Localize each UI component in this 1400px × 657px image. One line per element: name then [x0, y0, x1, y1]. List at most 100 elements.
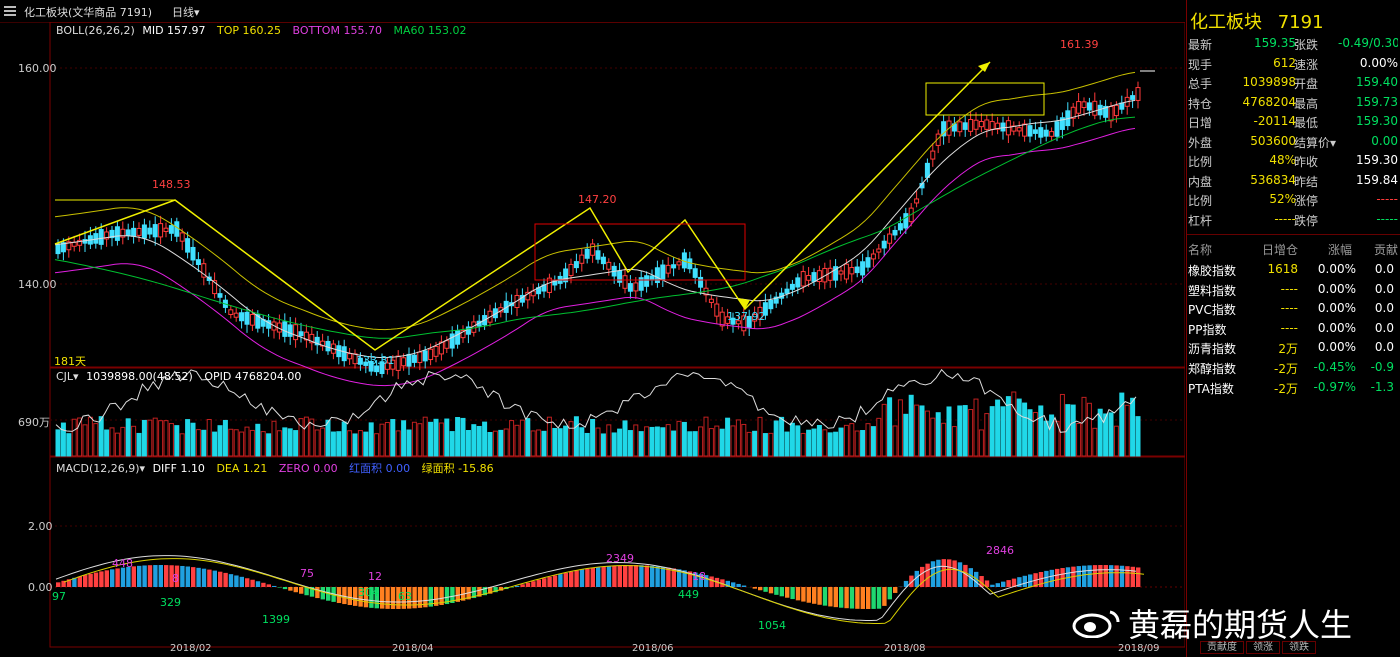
quote-value: 612 — [1273, 55, 1296, 70]
quote-label: 内盘 — [1188, 174, 1213, 189]
quote-value: 48% — [1269, 153, 1296, 167]
item-change: -0.97% — [1313, 379, 1356, 394]
macd-green-area: 绿面积 -15.86 — [421, 462, 494, 475]
period-selector[interactable]: 日线▾ — [172, 6, 200, 19]
macd-num: 18 — [692, 570, 706, 583]
quote-label: 涨停 — [1294, 194, 1319, 208]
macd-num: 75 — [300, 567, 314, 580]
macd-num: 1054 — [758, 619, 786, 632]
quote-panel — [1186, 0, 1400, 657]
tab-gainers[interactable]: 领涨 — [1246, 641, 1280, 654]
boll-mid: MID 157.97 — [142, 24, 206, 37]
item-contribution: 0.0 — [1374, 262, 1394, 276]
days-label: 181天 — [54, 355, 86, 368]
list-item[interactable]: 橡胶指数 1618 0.00% 0.0 — [1188, 262, 1400, 281]
boll-bottom: BOTTOM 155.70 — [292, 24, 382, 37]
low-label-1: 133.81 — [356, 354, 395, 367]
list-item[interactable]: 沥青指数 2万 0.00% 0.0 — [1188, 340, 1400, 359]
quote-label: 速涨 — [1294, 57, 1319, 72]
list-item[interactable]: PP指数 ---- 0.00% 0.0 — [1188, 321, 1400, 340]
volume-bars — [55, 391, 1141, 457]
item-change: 0.00% — [1317, 301, 1356, 316]
macd-tick-2: 2.00 — [28, 520, 53, 533]
macd-diff: DIFF 1.10 — [152, 462, 205, 475]
macd-num: 1399 — [262, 613, 290, 626]
quote-row: 日增 -20114 最低 159.30 — [1188, 114, 1400, 133]
boll-label[interactable]: BOLL(26,26,2) — [56, 24, 135, 37]
volume-indicator-label[interactable]: CJL▾ — [56, 370, 79, 383]
macd-num: 8 — [172, 572, 179, 585]
ma60-value: MA60 153.02 — [393, 24, 467, 37]
item-name: 塑料指数 — [1188, 283, 1237, 298]
item-change: -0.45% — [1313, 360, 1356, 374]
price-tick-140: 140.00 — [18, 278, 57, 291]
trend-arrow-up — [978, 62, 990, 72]
list-header: 名称 日增仓 涨幅 贡献 — [1188, 241, 1400, 260]
macd-red-area: 红面积 0.00 — [349, 462, 411, 475]
volume-value: 1039898.00(48:52) — [86, 370, 193, 383]
trend-arrow-down — [738, 298, 750, 309]
quote-row: 外盘 503600 结算价▾ 0.00 — [1188, 134, 1400, 153]
item-increase: ---- — [1280, 281, 1298, 296]
quote-label: 持仓 — [1188, 96, 1213, 111]
list-item[interactable]: PVC指数 ---- 0.00% 0.0 — [1188, 301, 1400, 320]
high-label-1: 148.53 — [152, 178, 191, 191]
quote-value: -0.49/0.30% — [1338, 36, 1398, 50]
quote-row: 总手 1039898 开盘 159.40 — [1188, 75, 1400, 94]
chart-canvas — [49, 22, 1185, 648]
macd-dea: DEA 1.21 — [216, 462, 268, 475]
quote-value: 1039898 — [1242, 75, 1296, 89]
quote-row: 内盘 536834 昨结 159.84 — [1188, 173, 1400, 192]
high-label-3: 161.39 — [1060, 38, 1099, 51]
item-contribution: 0.0 — [1374, 320, 1394, 335]
chart-title: 化工板块(文华商品 7191) — [24, 6, 153, 19]
list-item[interactable]: 郑醇指数 -2万 -0.45% -0.9 — [1188, 360, 1400, 379]
macd-num: 449 — [678, 588, 699, 601]
quote-label: 杠杆 — [1188, 213, 1213, 228]
opid-value: OPID 4768204.00 — [204, 370, 302, 383]
quote-label: 比例 — [1188, 155, 1213, 169]
macd-lines — [55, 555, 1145, 624]
item-change: 0.00% — [1317, 281, 1356, 296]
tab-contribution[interactable]: 贡献度 — [1200, 641, 1244, 654]
quote-label: 最低 — [1294, 116, 1319, 130]
quote-label: 现手 — [1188, 57, 1213, 72]
item-change: 0.00% — [1317, 320, 1356, 335]
col-header[interactable]: 涨幅 — [1328, 243, 1353, 257]
menu-icon[interactable] — [4, 6, 16, 16]
bollinger-bands — [54, 71, 1136, 387]
watermark-text: 黄磊的期货人生 — [1128, 606, 1353, 644]
date-tick: 2018/02 — [170, 643, 212, 654]
item-contribution: 0.0 — [1374, 281, 1394, 296]
quote-value: 52% — [1269, 192, 1296, 206]
macd-num: 304 — [358, 586, 379, 599]
item-name: 橡胶指数 — [1188, 264, 1237, 278]
date-tick: 2018/04 — [392, 643, 434, 654]
quote-label: 最高 — [1294, 96, 1319, 111]
tab-losers[interactable]: 领跌 — [1282, 641, 1316, 654]
item-increase: 2万 — [1278, 342, 1298, 357]
item-change: 0.00% — [1317, 262, 1356, 276]
item-increase: -2万 — [1274, 362, 1298, 376]
col-header[interactable]: 贡献 — [1374, 243, 1399, 257]
col-header[interactable]: 名称 — [1188, 243, 1213, 257]
col-header[interactable]: 日增仓 — [1262, 243, 1299, 257]
high-label-2: 147.20 — [578, 193, 617, 206]
macd-label[interactable]: MACD(12,26,9)▾ — [56, 462, 146, 475]
macd-num: 97 — [52, 590, 66, 603]
macd-num: 448 — [112, 557, 133, 570]
item-name: PVC指数 — [1188, 303, 1236, 318]
quote-label: 比例 — [1188, 194, 1213, 208]
candlestick-series — [55, 81, 1141, 380]
quote-label: 外盘 — [1188, 135, 1213, 150]
list-item[interactable]: PTA指数 -2万 -0.97% -1.3 — [1188, 380, 1400, 399]
consolidation-box-yellow — [925, 82, 1045, 116]
item-contribution: 0.0 — [1374, 301, 1394, 316]
quote-value: 536834 — [1250, 172, 1296, 187]
list-item[interactable]: 塑料指数 ---- 0.00% 0.0 — [1188, 282, 1400, 301]
quote-value: 159.40 — [1356, 75, 1398, 89]
item-contribution: 0.0 — [1374, 340, 1394, 355]
quote-value: 0.00% — [1359, 55, 1398, 70]
divider — [1187, 234, 1400, 235]
macd-num: 2846 — [986, 544, 1014, 557]
